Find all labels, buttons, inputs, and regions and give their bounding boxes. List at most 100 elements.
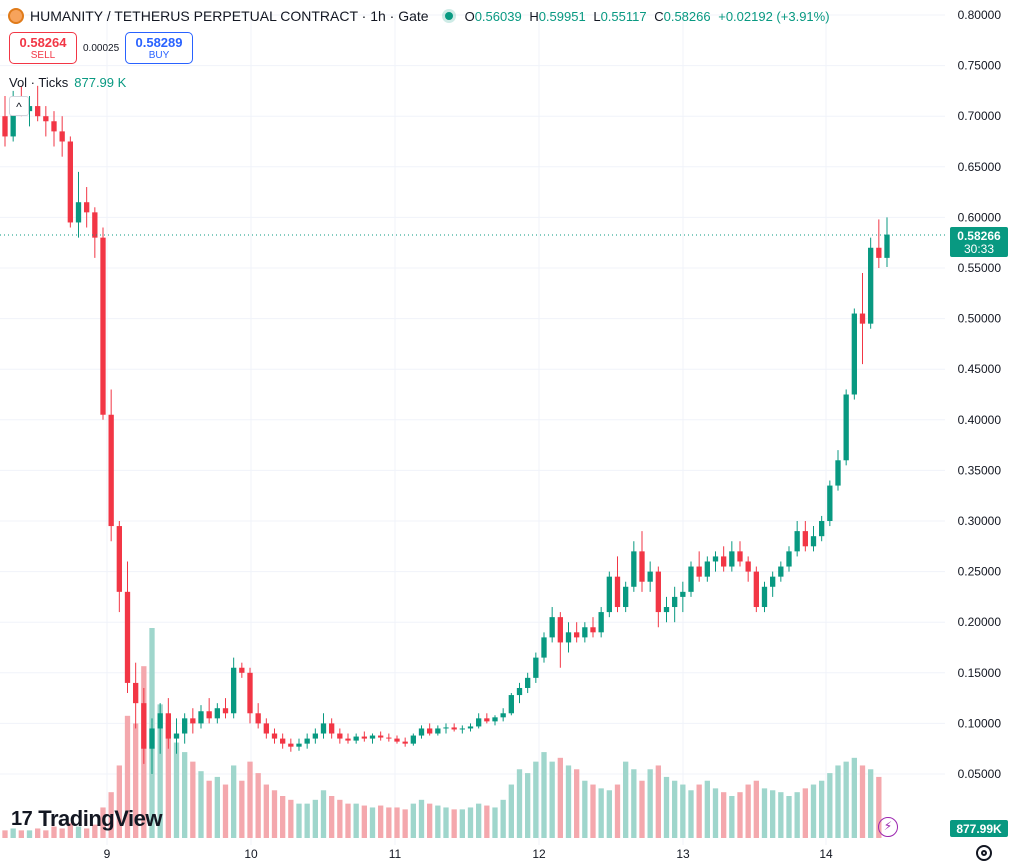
price-axis[interactable]: 0.80000 0.75000 0.70000 0.65000 0.60000 0.550… [958, 8, 1002, 781]
candle-body [868, 247, 874, 324]
volume-bar [353, 803, 359, 838]
volume-bar [712, 788, 719, 838]
candle-body [369, 735, 376, 739]
y-tick-label: 0.05000 [958, 767, 1002, 781]
candle-body [819, 521, 825, 537]
close-value: 0.58266 [663, 8, 711, 24]
candle-body [329, 723, 335, 734]
y-tick-label: 0.45000 [958, 362, 1002, 376]
volume-bar [467, 807, 474, 838]
volume-bar [451, 809, 457, 838]
volume-legend-label: Vol · Ticks [9, 75, 69, 90]
volume-bar [108, 792, 114, 838]
symbol-title[interactable]: HUMANITY / TETHERUS PERPETUAL CONTRACT ·… [30, 8, 429, 24]
volume-bar [876, 776, 882, 838]
y-tick-label: 0.40000 [958, 413, 1002, 427]
candle-body [810, 536, 817, 547]
volume-bars [2, 628, 882, 838]
volume-bar [2, 830, 8, 838]
volume-bar [402, 809, 408, 838]
last-price-label: 0.58266 30:33 [950, 227, 1008, 257]
candle-body [737, 551, 743, 562]
candle-body [582, 627, 588, 638]
buy-button[interactable]: 0.58289 BUY [125, 32, 193, 64]
volume-bar [312, 799, 318, 838]
candle-body [476, 718, 482, 727]
collapse-legend-button[interactable]: ^ [9, 96, 29, 116]
volume-bar [190, 761, 196, 838]
y-tick-label: 0.15000 [958, 666, 1002, 680]
market-status-dot[interactable] [444, 12, 453, 20]
candle-body [753, 571, 759, 608]
sell-button[interactable]: 0.58264 SELL [9, 32, 77, 64]
candle-body [639, 551, 645, 582]
candle-body [133, 682, 139, 704]
candle-body [688, 566, 694, 592]
volume-bar [868, 769, 874, 838]
candle-body [557, 617, 563, 643]
sell-price: 0.58264 [19, 34, 67, 50]
candles [2, 85, 890, 774]
candle-body [712, 556, 719, 562]
candle-body [533, 657, 539, 678]
volume-bar [598, 788, 604, 838]
volume-bar [173, 742, 180, 838]
x-tick-label: 11 [389, 847, 402, 861]
volume-bar [116, 765, 122, 838]
candle-body [239, 667, 245, 673]
volume-bar [557, 757, 563, 838]
settings-icon[interactable] [976, 845, 992, 861]
volume-bar [329, 796, 335, 838]
y-tick-label: 0.80000 [958, 8, 1002, 22]
volume-bar [859, 765, 866, 838]
x-tick-label: 14 [819, 847, 833, 861]
candle-body [631, 551, 637, 587]
tradingview-logo[interactable]: 17 TradingView [11, 806, 162, 832]
low-value: 0.55117 [600, 8, 647, 24]
volume-bar [565, 765, 572, 838]
candle-body [312, 733, 318, 739]
volume-bar [753, 780, 759, 838]
candle-body [124, 591, 131, 683]
candle-body [827, 485, 833, 521]
tradingview-logo-text: TradingView [38, 806, 162, 831]
volume-bar [378, 805, 384, 838]
volume-bar [623, 761, 629, 838]
candle-body [508, 695, 514, 714]
candle-body [320, 723, 327, 734]
volume-bar [247, 761, 253, 838]
candle-body [794, 531, 800, 552]
change-value: +0.02192 (+3.91%) [718, 8, 830, 24]
volume-bar [124, 715, 131, 838]
volume-legend[interactable]: Vol · Ticks 877.99 K [9, 75, 126, 90]
volume-bar [296, 803, 302, 838]
volume-bar [476, 803, 482, 838]
volume-bar [843, 761, 849, 838]
volume-bar [157, 704, 163, 838]
candle-body [443, 727, 449, 729]
volume-bar [590, 784, 596, 838]
candle-body [549, 617, 555, 638]
time-axis[interactable]: 9 10 11 12 13 14 [104, 847, 833, 861]
candle-body [231, 667, 237, 714]
volume-bar [443, 807, 449, 838]
volume-bar [492, 807, 498, 838]
grid-lines [0, 14, 945, 845]
candle-body [484, 718, 490, 722]
volume-bar [386, 807, 392, 838]
lightning-icon[interactable]: ⚡ [878, 817, 898, 837]
volume-bar [239, 780, 245, 838]
volume-bar [271, 790, 278, 838]
candle-body [704, 561, 710, 577]
volume-bar [533, 761, 539, 838]
candle-body [835, 460, 841, 486]
candle-body [67, 141, 73, 223]
volume-bar [35, 828, 41, 838]
volume-bar [337, 799, 343, 838]
volume-bar [606, 790, 612, 838]
volume-bar [255, 773, 261, 838]
volume-bar [410, 803, 416, 838]
candle-body [75, 202, 82, 223]
volume-bar [737, 792, 743, 838]
